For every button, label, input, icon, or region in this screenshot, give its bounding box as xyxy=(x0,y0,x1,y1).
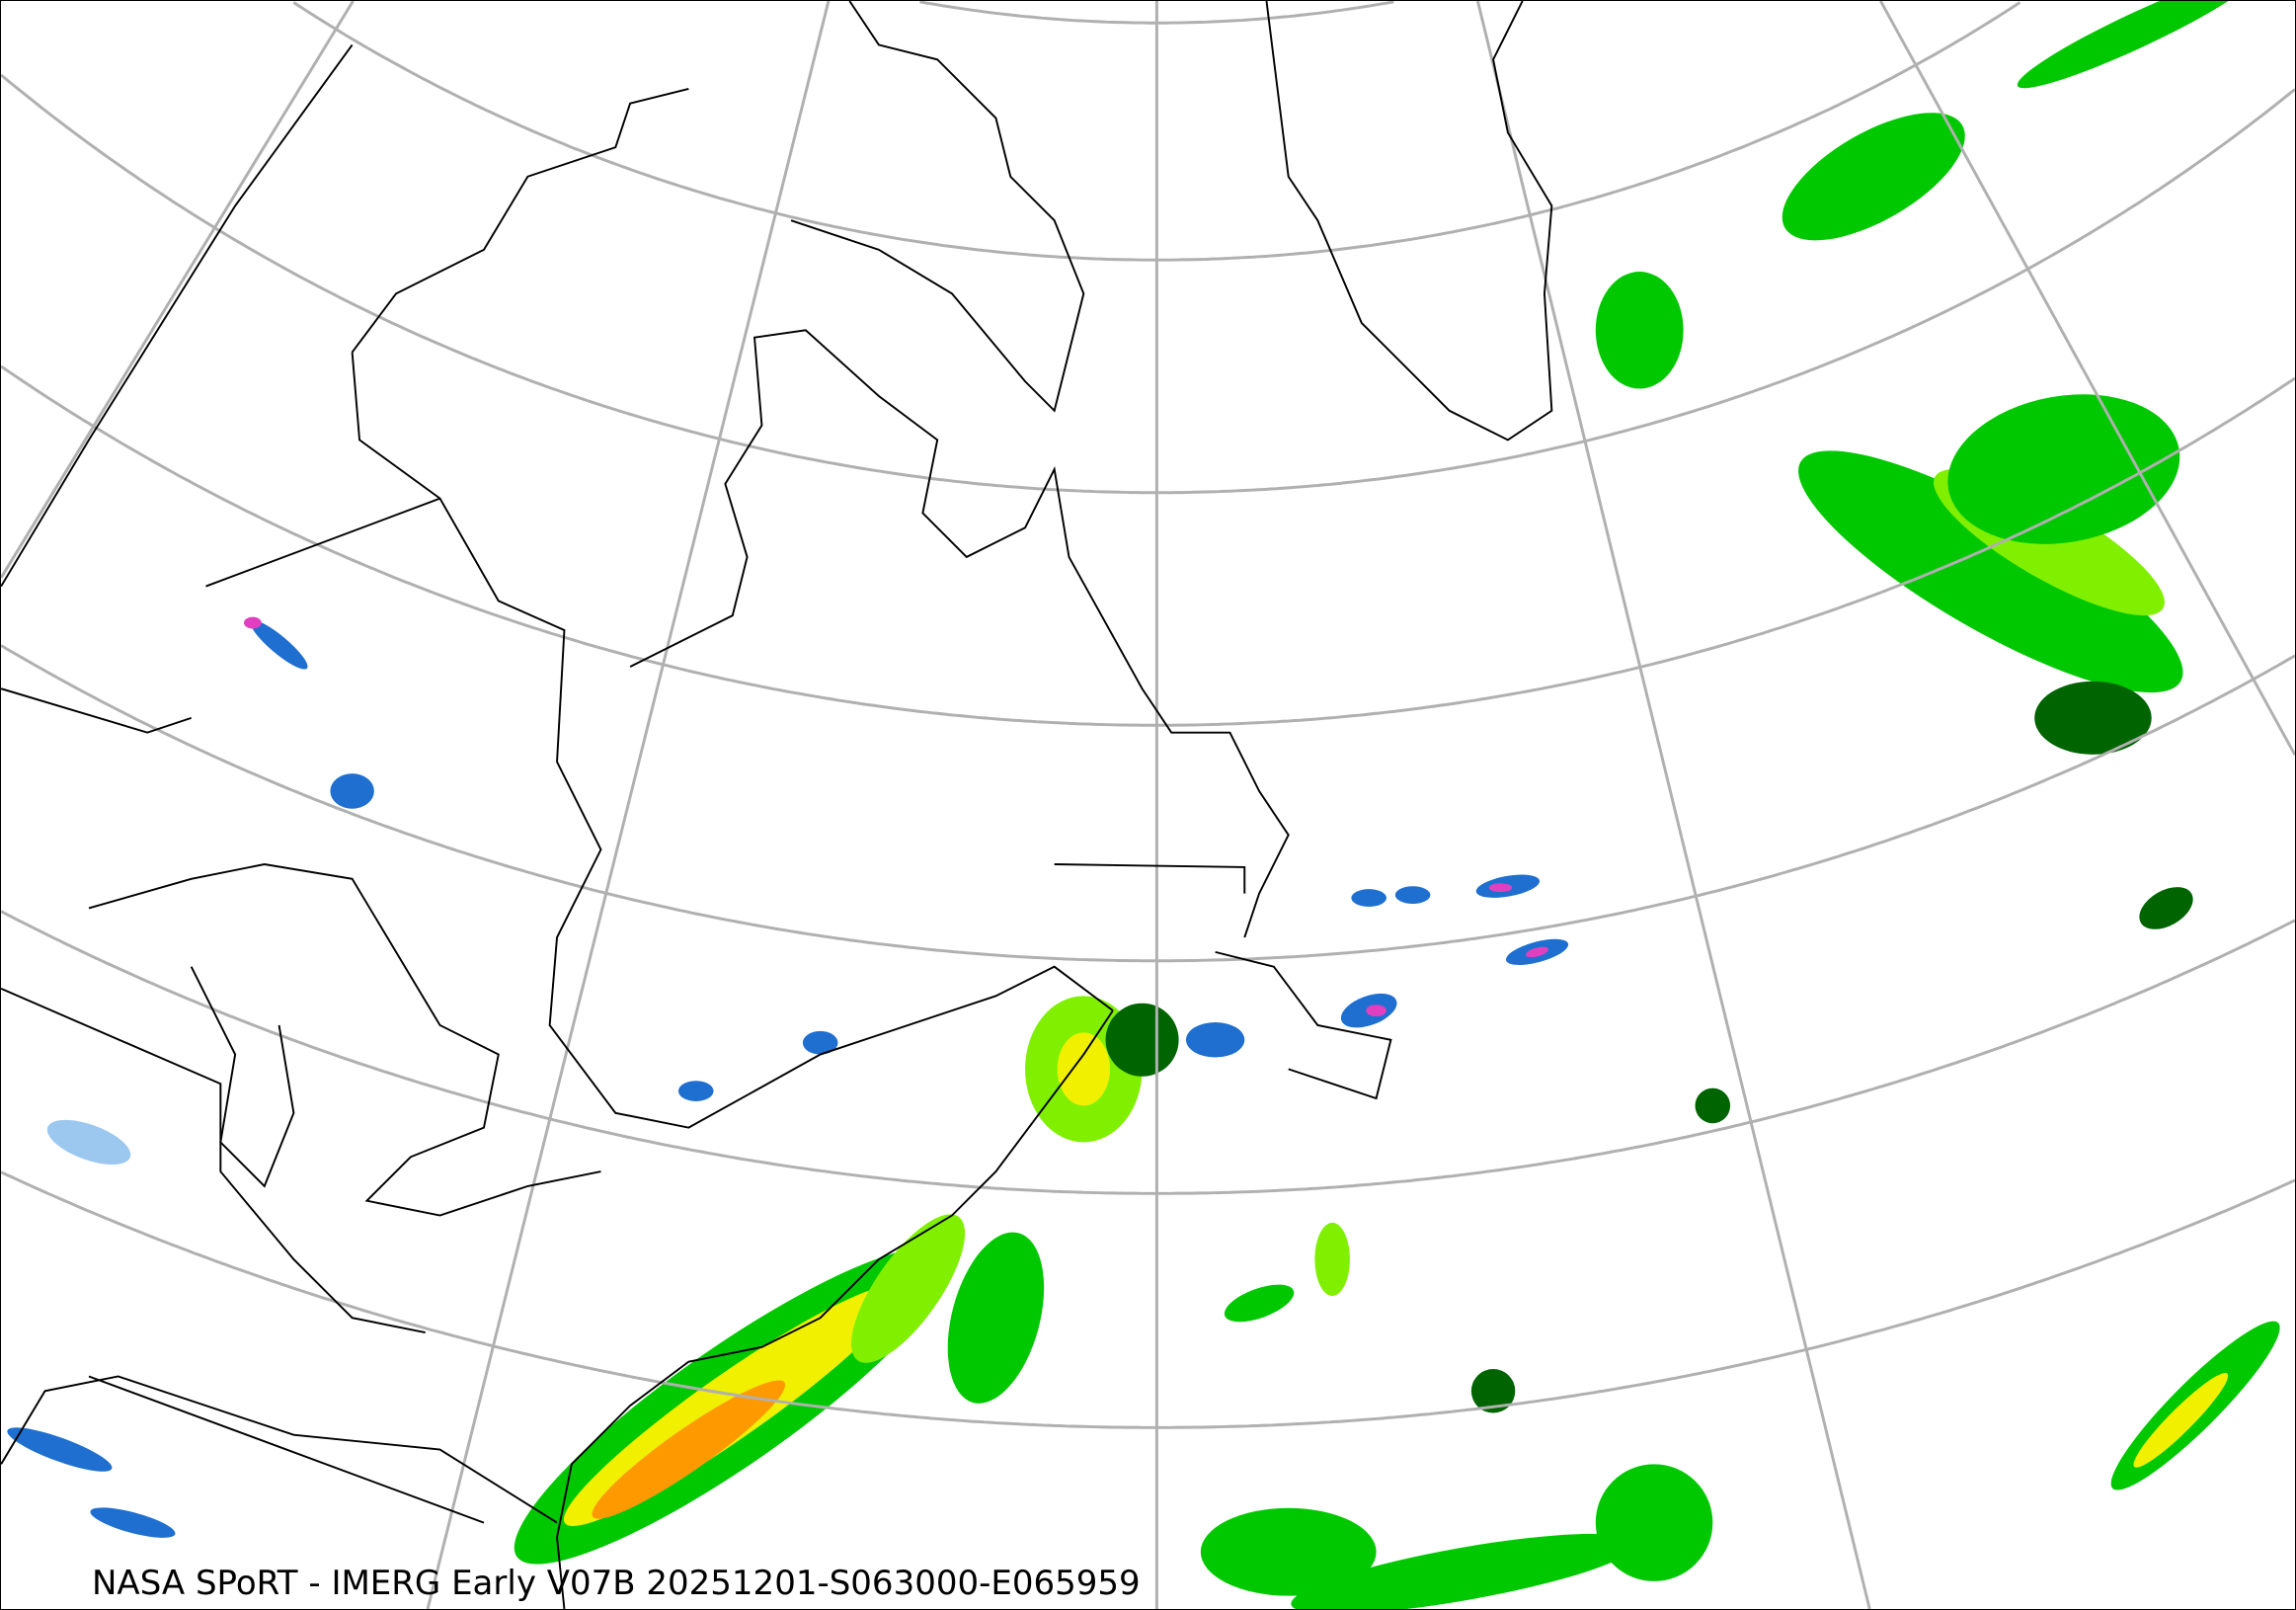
precipitation-cell xyxy=(1798,450,2183,693)
precipitation-cell xyxy=(1695,1087,1731,1124)
latitude-line xyxy=(1,910,2295,1195)
precipitation-cell xyxy=(1470,1369,1516,1413)
precipitation-cell xyxy=(250,620,308,670)
coastline xyxy=(351,87,689,354)
longitude-line xyxy=(1,1,355,579)
precipitation-cell xyxy=(1595,272,1684,389)
coastlines-borders xyxy=(1,1,1553,1609)
precipitation-cell xyxy=(1947,394,2180,544)
latitude-line xyxy=(1,73,2295,495)
longitude-line xyxy=(426,1,831,1609)
precipitation-cell xyxy=(1526,946,1549,958)
precipitation-cell xyxy=(244,616,262,629)
coastline xyxy=(190,966,295,1188)
precipitation-cell xyxy=(592,1380,786,1519)
coastline xyxy=(351,352,1114,1129)
precipitation-cell xyxy=(1366,1005,1386,1017)
coastline xyxy=(556,1009,1114,1609)
coastline xyxy=(88,1375,485,1524)
precipitation-cell xyxy=(90,1507,176,1538)
precipitation-cell xyxy=(677,1081,714,1101)
precipitation-layer xyxy=(7,1,2280,1609)
coastline xyxy=(1,988,426,1333)
precipitation-cell xyxy=(2133,1373,2229,1468)
longitude-line xyxy=(1879,1,2295,756)
precipitation-cell xyxy=(851,1214,966,1363)
map-caption: NASA SPoRT - IMERG Early V07B 20251201-S… xyxy=(92,1564,1141,1603)
coastline xyxy=(790,1,1085,413)
longitude-line xyxy=(1475,1,1871,1609)
precipitation-cell xyxy=(7,1427,113,1472)
precipitation-cell xyxy=(1351,889,1386,907)
precipitation-cell xyxy=(947,1232,1045,1404)
coastline xyxy=(1,1375,558,1524)
precipitation-cell xyxy=(1394,886,1431,904)
coastline xyxy=(88,863,601,1217)
precipitation-cell xyxy=(1314,1222,1350,1296)
precipitation-cell xyxy=(1781,113,1965,241)
precipitation-cell xyxy=(46,1119,131,1166)
coastline xyxy=(1,687,193,734)
precipitation-cell xyxy=(1595,1464,1713,1581)
precipitation-cell xyxy=(1057,1032,1110,1106)
coastline xyxy=(1,43,354,588)
precipitation-cell xyxy=(1200,1507,1377,1596)
coastline xyxy=(629,329,1290,938)
precipitation-cell xyxy=(2017,1,2256,89)
precipitation-cell xyxy=(2034,681,2152,755)
precipitation-cell xyxy=(1224,1284,1295,1323)
precipitation-cell xyxy=(802,1030,838,1055)
precipitation-cell xyxy=(330,773,374,809)
precipitation-cell xyxy=(1291,1533,1637,1609)
precipitation-cell xyxy=(1186,1021,1245,1058)
coastline xyxy=(1054,863,1246,894)
coastline xyxy=(1265,1,1553,442)
precipitation-cell xyxy=(1105,1003,1179,1077)
latitude-line xyxy=(1,644,2295,963)
precipitation-cell xyxy=(2139,887,2193,929)
latitude-line xyxy=(1,364,2295,727)
coastline xyxy=(1215,950,1392,1100)
latitude-line xyxy=(1,1170,2295,1429)
precipitation-cell xyxy=(1488,883,1513,893)
coastline xyxy=(205,497,440,588)
